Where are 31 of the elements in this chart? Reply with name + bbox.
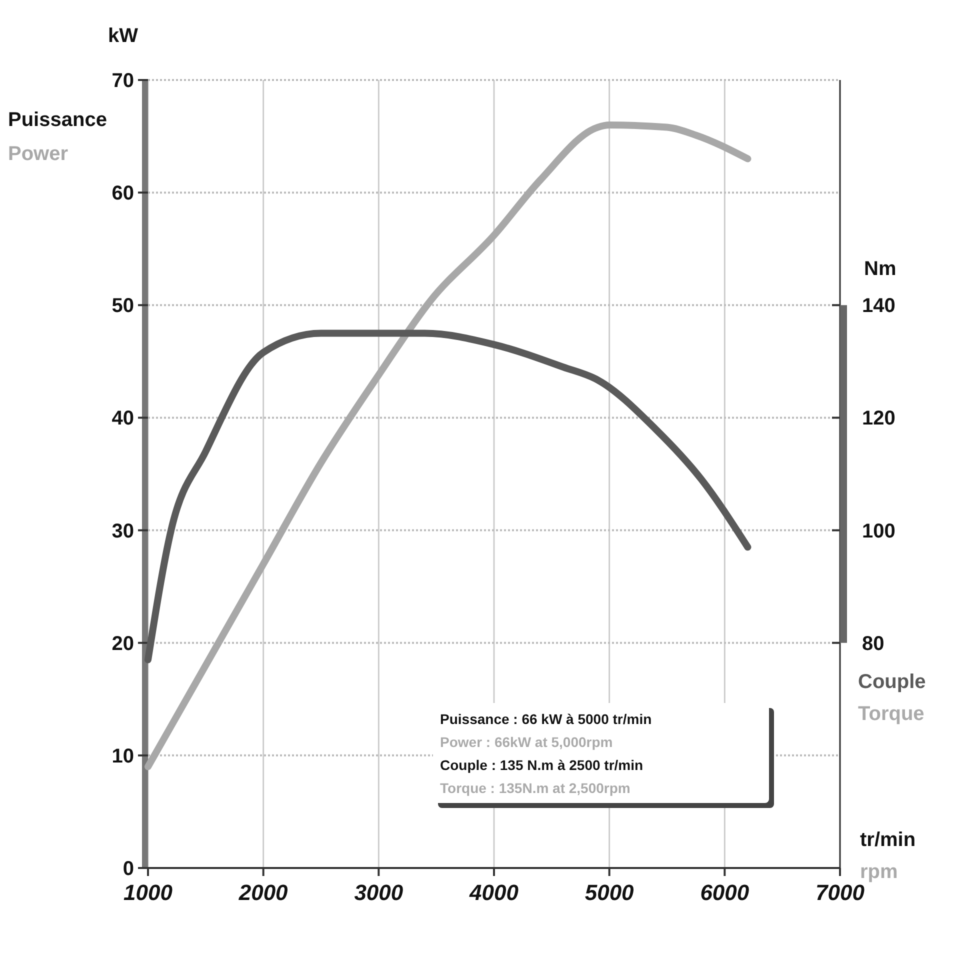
y-tick-label: 30: [112, 520, 134, 542]
y-tick-label: 70: [112, 70, 134, 92]
x-tick-label: 3000: [354, 880, 404, 905]
text: Torque: [858, 703, 924, 725]
y-tick-label: 50: [112, 295, 134, 318]
text: Couple: [858, 671, 926, 693]
y2-tick-label: 140: [862, 295, 896, 318]
annotation: Couple : 135 N.m à 2500 tr/min: [440, 757, 644, 773]
text: rpm: [860, 861, 898, 883]
annotation: Puissance : 66 kW à 5000 tr/min: [440, 711, 652, 727]
y2-axis-title: Nm: [864, 258, 896, 280]
y2-tick-label: 80: [862, 632, 884, 655]
y2-tick-label: 120: [862, 408, 896, 430]
y-tick-label: 20: [112, 632, 134, 655]
y-tick-label: 10: [112, 745, 134, 768]
text: Power: [8, 143, 68, 165]
x-tick-label: 5000: [584, 880, 635, 905]
x-tick-label: 7000: [816, 880, 866, 905]
y-tick-label: 60: [112, 182, 134, 205]
x-axis-title: tr/min: [860, 829, 916, 851]
text: Puissance: [8, 109, 107, 131]
y-tick-label: 40: [112, 408, 134, 430]
annotation: Torque : 135N.m at 2,500rpm: [440, 780, 630, 796]
x-tick-label: 4000: [468, 880, 520, 905]
x-tick-label: 6000: [700, 880, 750, 905]
x-tick-label: 1000: [124, 880, 174, 905]
x-tick-label: 2000: [238, 880, 289, 905]
y2-tick-label: 100: [862, 520, 896, 542]
annotation: Power : 66kW at 5,000rpm: [440, 734, 613, 750]
y-axis-title: kW: [108, 25, 138, 47]
y-tick-label: 0: [122, 858, 134, 880]
